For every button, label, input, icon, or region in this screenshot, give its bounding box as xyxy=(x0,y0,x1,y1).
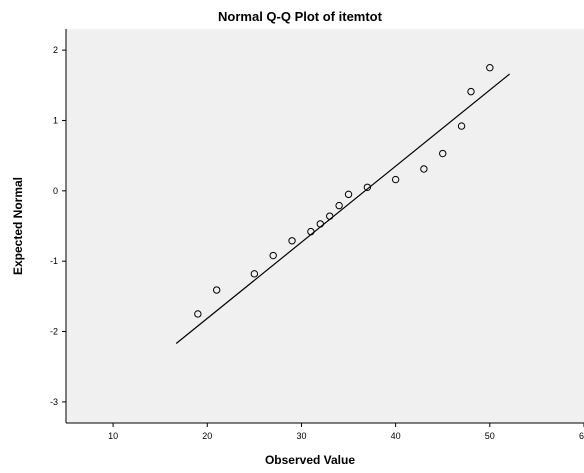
y-tick-label: -1 xyxy=(50,256,58,266)
data-point xyxy=(391,175,400,184)
data-point xyxy=(250,270,259,278)
data-point xyxy=(486,63,494,72)
data-point xyxy=(335,201,343,210)
x-tick-label: 10 xyxy=(108,431,118,441)
x-ticks-group: 10 20 30 40 50 60 xyxy=(108,423,584,441)
x-axis-label: Observed Value xyxy=(265,453,355,467)
reference-line xyxy=(175,73,510,344)
y-tick-label: 0 xyxy=(53,186,58,196)
data-point xyxy=(457,122,466,130)
data-point xyxy=(344,190,353,199)
x-tick-label: 20 xyxy=(202,431,212,441)
x-tick-label: 30 xyxy=(296,431,306,441)
chart-title: Normal Q-Q Plot of itemtot xyxy=(218,9,383,24)
data-point xyxy=(288,237,296,245)
x-tick-label: 50 xyxy=(485,431,495,441)
data-point xyxy=(316,220,324,228)
data-points-group xyxy=(194,63,494,318)
plot-area xyxy=(66,29,584,423)
y-tick-label: -2 xyxy=(50,327,58,337)
data-point xyxy=(326,212,334,220)
data-point xyxy=(194,310,202,318)
data-point xyxy=(307,227,315,236)
data-point xyxy=(420,165,428,173)
y-tick-label: 2 xyxy=(53,45,58,55)
data-point xyxy=(212,286,221,294)
y-tick-label: 1 xyxy=(53,115,58,125)
data-point xyxy=(439,149,447,158)
reference-line-group xyxy=(175,73,510,344)
data-point xyxy=(467,87,475,96)
data-point xyxy=(363,183,372,192)
x-tick-label: 40 xyxy=(391,431,401,441)
y-ticks-group: -3 -2 -1 0 1 2 xyxy=(50,45,66,407)
x-tick-label: 60 xyxy=(579,431,584,441)
y-tick-label: -3 xyxy=(50,397,58,407)
y-axis-label: Expected Normal xyxy=(11,177,25,275)
data-point xyxy=(269,251,277,260)
